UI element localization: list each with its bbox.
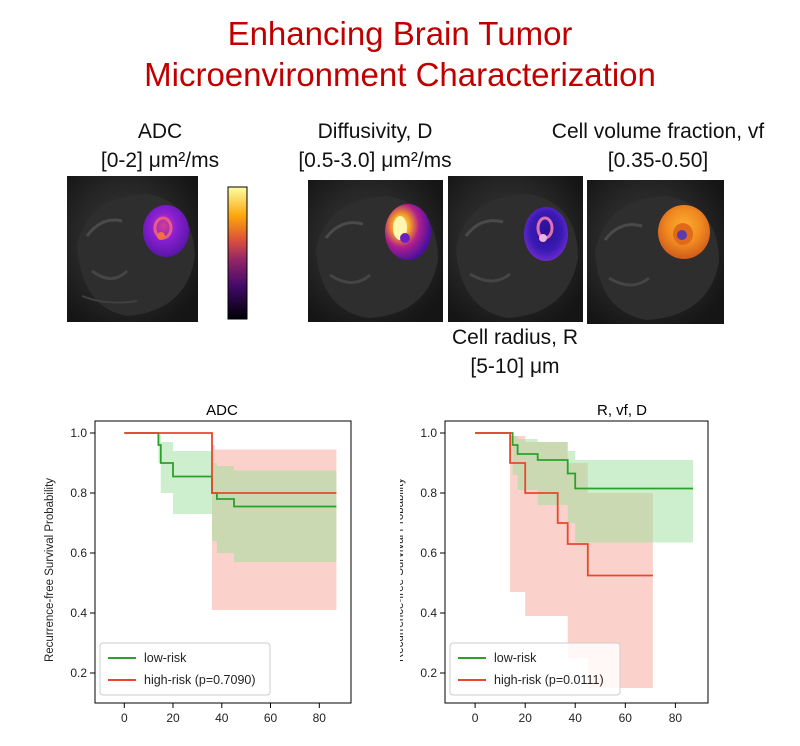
survival-curve-low-risk [124, 432, 337, 508]
x-tick-label: 0 [472, 711, 479, 725]
diffusivity-label-name: Diffusivity, D [317, 120, 433, 143]
legend-box [99, 642, 271, 696]
colorbar [227, 186, 248, 320]
cell-radius-label-name: Cell radius, R [451, 326, 579, 349]
y-axis-label: Recurrence-free Survival Probability [400, 478, 406, 662]
x-tick-label: 20 [166, 711, 180, 725]
legend-label: high-risk (p=0.0111) [494, 673, 604, 687]
x-tick-label: 40 [569, 711, 583, 725]
confidence-band-low-risk [124, 433, 337, 562]
y-tick-label: 0.8 [420, 486, 437, 500]
plot-frame [444, 420, 709, 704]
x-tick-label: 40 [215, 711, 229, 725]
y-tick-label: 0.8 [70, 486, 87, 500]
x-tick-label: 80 [313, 711, 327, 725]
y-tick-label: 1.0 [420, 426, 437, 440]
x-tick-label: 0 [121, 711, 128, 725]
y-tick-label: 0.4 [70, 606, 87, 620]
chart-title: ADC [206, 402, 238, 419]
cell-volume-label-range: [0.35-0.50] [607, 149, 709, 172]
y-tick-label: 0.2 [70, 666, 87, 680]
diffusivity-map-label: Diffusivity, D [0.5-3.0] μm²/ms [275, 117, 475, 175]
legend-label: low-risk [494, 651, 537, 665]
x-tick-label: 60 [619, 711, 633, 725]
legend-box [449, 642, 621, 696]
figure-title-line2: Microenvironment Characterization [144, 56, 656, 93]
y-tick-label: 0.2 [420, 666, 437, 680]
x-tick-label: 20 [519, 711, 533, 725]
survival-curve-low-risk [475, 432, 693, 490]
adc-mri-map [67, 176, 198, 322]
cell-radius-mri-map [448, 176, 583, 322]
cell-volume-map-label: Cell volume fraction, vf [0.35-0.50] [533, 117, 783, 175]
plot-frame [94, 420, 352, 704]
legend-label: low-risk [144, 651, 187, 665]
y-tick-label: 0.4 [420, 606, 437, 620]
diffusivity-mri-map [308, 180, 443, 322]
survival-curve-high-risk [475, 432, 653, 577]
adc-label-range: [0-2] μm²/ms [100, 149, 220, 172]
cell-volume-mri-map [587, 180, 724, 324]
diffusivity-label-range: [0.5-3.0] μm²/ms [298, 149, 452, 172]
survival-curve-high-risk [124, 432, 337, 494]
figure-title-line1: Enhancing Brain Tumor [227, 15, 573, 52]
x-tick-label: 80 [669, 711, 683, 725]
cell-radius-label-range: [5-10] μm [470, 355, 560, 378]
cell-radius-map-label: Cell radius, R [5-10] μm [415, 323, 615, 381]
y-tick-label: 0.6 [420, 546, 437, 560]
cell-volume-label-name: Cell volume fraction, vf [551, 120, 765, 143]
y-axis-label: Recurrence-free Survival Probability [44, 478, 56, 662]
adc-label-name: ADC [137, 120, 183, 143]
x-tick-label: 60 [264, 711, 278, 725]
chart-title: R, vf, D [597, 402, 647, 419]
y-tick-label: 0.6 [70, 546, 87, 560]
legend-label: high-risk (p=0.7090) [144, 673, 256, 687]
y-tick-label: 1.0 [70, 426, 87, 440]
adc-map-label: ADC [0-2] μm²/ms [60, 117, 260, 175]
